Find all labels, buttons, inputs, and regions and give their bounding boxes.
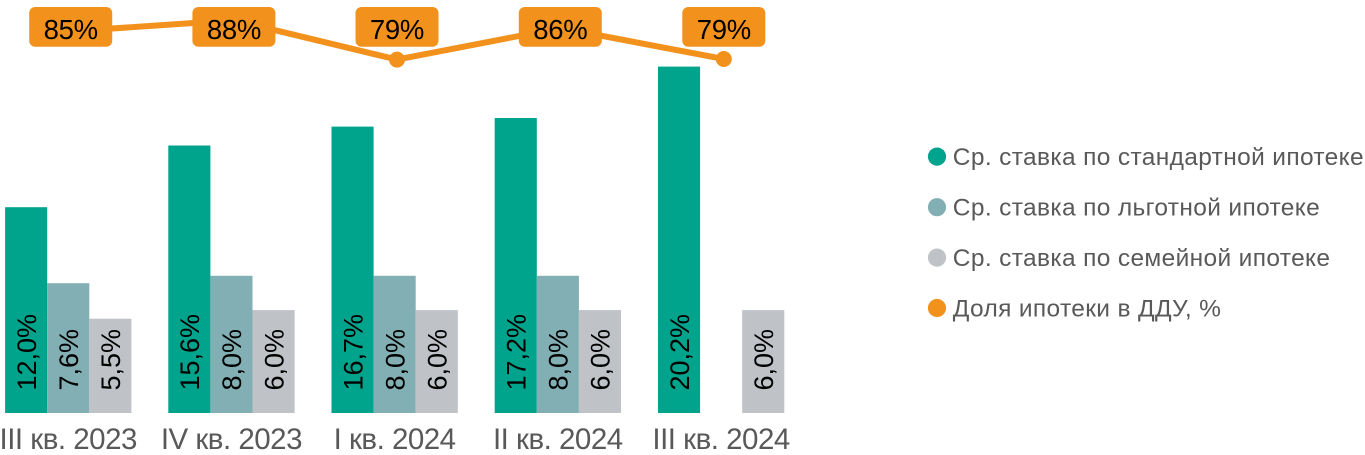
- svg-text:17,2%: 17,2%: [502, 314, 532, 391]
- svg-text:8,0%: 8,0%: [544, 329, 574, 391]
- svg-text:Ср. ставка по стандартной ипот: Ср. ставка по стандартной ипотеке: [953, 144, 1364, 171]
- svg-text:20,2%: 20,2%: [665, 314, 695, 391]
- svg-text:6,0%: 6,0%: [259, 329, 289, 391]
- svg-text:IV кв. 2023: IV кв. 2023: [161, 423, 302, 455]
- svg-text:88%: 88%: [207, 14, 261, 45]
- svg-text:12,0%: 12,0%: [12, 314, 42, 391]
- svg-text:86%: 86%: [533, 14, 587, 45]
- svg-text:Ср. ставка по льготной ипотеке: Ср. ставка по льготной ипотеке: [953, 195, 1320, 222]
- svg-text:8,0%: 8,0%: [217, 329, 247, 391]
- svg-text:Ср. ставка по семейной ипотеке: Ср. ставка по семейной ипотеке: [953, 245, 1331, 272]
- svg-text:Доля ипотеки в ДДУ, %: Доля ипотеки в ДДУ, %: [953, 295, 1222, 322]
- svg-text:6,0%: 6,0%: [586, 329, 616, 391]
- svg-text:15,6%: 15,6%: [175, 314, 205, 391]
- svg-text:16,7%: 16,7%: [338, 314, 368, 391]
- svg-text:II кв. 2024: II кв. 2024: [493, 423, 623, 455]
- svg-text:III кв. 2024: III кв. 2024: [652, 423, 789, 455]
- svg-text:79%: 79%: [697, 14, 751, 45]
- svg-text:6,0%: 6,0%: [749, 329, 779, 391]
- svg-text:6,0%: 6,0%: [423, 329, 453, 391]
- svg-text:7,6%: 7,6%: [54, 329, 84, 391]
- svg-text:8,0%: 8,0%: [380, 329, 410, 391]
- svg-text:I кв. 2024: I кв. 2024: [334, 423, 456, 455]
- svg-text:85%: 85%: [44, 14, 98, 45]
- svg-text:5,5%: 5,5%: [96, 329, 126, 391]
- svg-text:79%: 79%: [370, 14, 424, 45]
- svg-text:III кв. 2023: III кв. 2023: [0, 423, 137, 455]
